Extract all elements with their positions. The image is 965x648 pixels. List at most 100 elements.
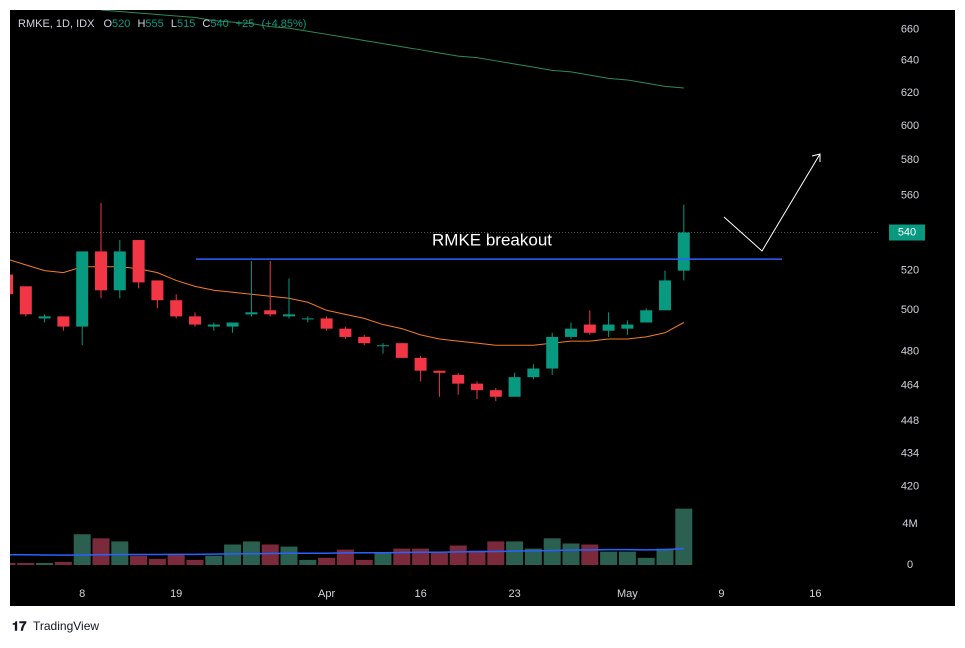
candle-body: [452, 374, 465, 384]
volume-tick-label: 4M: [902, 518, 917, 530]
volume-bar: [524, 548, 542, 565]
volume-bar: [543, 538, 561, 565]
x-tick-label: 23: [508, 588, 520, 600]
ohlc-label: O: [103, 18, 112, 30]
candle-body: [583, 324, 596, 333]
candle-body: [226, 322, 239, 327]
y-tick-label: 640: [901, 55, 919, 67]
candle-body: [527, 368, 540, 378]
candle-body: [95, 251, 107, 291]
ohlc-value: 520: [112, 18, 130, 30]
volume-bar: [186, 559, 204, 565]
symbol-title: RMKE, 1D, IDX: [18, 18, 95, 30]
volume-bar: [374, 552, 392, 565]
y-tick-label: 520: [901, 265, 919, 277]
volume-bar: [130, 555, 148, 565]
volume-bar: [675, 508, 693, 565]
candle-body: [339, 328, 352, 337]
volume-bar: [318, 557, 336, 565]
y-tick-label: 580: [901, 154, 919, 166]
candle-body: [602, 324, 615, 331]
legend-header: RMKE, 1D, IDX O520 H555 L515 C540 +25 (+…: [18, 18, 306, 30]
y-tick-label: 448: [901, 415, 919, 427]
volume-bar: [36, 562, 54, 565]
last-price-label: 540: [898, 226, 916, 238]
volume-bar: [224, 544, 242, 565]
candle-body: [38, 316, 51, 319]
volume-bar: [148, 558, 166, 565]
candle-body: [301, 318, 314, 320]
y-tick-label: 434: [901, 447, 919, 459]
x-tick-label: 9: [718, 588, 724, 600]
y-tick-label: 660: [901, 24, 919, 36]
footer-brand: TradingView: [33, 619, 99, 633]
arrow-head: [811, 153, 821, 162]
volume-bar: [487, 541, 505, 565]
candle-body: [132, 240, 145, 283]
candle-body: [621, 324, 634, 329]
volume-bar: [17, 562, 35, 565]
candle-body: [471, 383, 483, 391]
candle-body: [433, 370, 446, 373]
x-tick-label: 16: [809, 588, 821, 600]
ohlc-value: 540: [210, 18, 228, 30]
volume-bar: [656, 548, 674, 565]
volume-ma-line: [10, 547, 684, 556]
y-tick-label: 620: [901, 87, 919, 99]
volume-bar: [637, 557, 655, 565]
moving-average: [100, 10, 684, 89]
volume-bar: [92, 538, 110, 565]
x-tick-label: Apr: [318, 588, 335, 600]
volume-bar: [562, 543, 580, 565]
y-tick-label: 560: [901, 190, 919, 202]
volume-bar: [600, 551, 618, 565]
volume-bar: [581, 544, 599, 565]
volume-bar: [393, 548, 411, 565]
x-tick-label: May: [617, 588, 638, 600]
volume-bar: [449, 545, 467, 565]
change-percent: (+4.85%): [261, 18, 306, 30]
ohlc-value: 515: [177, 18, 195, 30]
candle-body: [10, 274, 13, 295]
ohlc-label: L: [171, 18, 177, 30]
candle-body: [283, 314, 295, 317]
annotation-text: RMKE breakout: [432, 230, 552, 249]
y-tick-label: 600: [901, 120, 919, 132]
volume-bar: [618, 551, 636, 565]
candle-body: [113, 251, 126, 291]
candle-body: [395, 343, 408, 358]
volume-bar: [54, 561, 72, 565]
volume-bar: [261, 544, 279, 565]
volume-tick-label: 0: [907, 559, 913, 571]
x-tick-label: 16: [414, 588, 426, 600]
candle-body: [320, 318, 333, 329]
volume-bar: [280, 546, 298, 565]
candle-body: [414, 357, 427, 371]
y-tick-label: 420: [901, 480, 919, 492]
volume-bar: [336, 549, 354, 565]
candle-body: [377, 345, 389, 347]
volume-bar: [111, 541, 129, 565]
last-price-box: [889, 224, 925, 241]
volume-bar: [299, 559, 317, 565]
logo-mark: 𝟏𝟕: [12, 618, 27, 633]
candle-body: [659, 280, 671, 311]
y-tick-label: 464: [901, 380, 919, 392]
ohlc-value: 555: [145, 18, 163, 30]
y-tick-label: 500: [901, 304, 919, 316]
volume-bar: [506, 541, 524, 565]
candle-body: [508, 377, 521, 397]
candle-body: [565, 328, 577, 337]
volume-bar: [468, 550, 486, 565]
candle-body: [189, 316, 201, 325]
arrow-drawing: [723, 153, 821, 252]
candle-body: [489, 390, 502, 397]
volume-bar: [205, 555, 223, 565]
candle-body: [207, 324, 220, 327]
candle-body: [19, 286, 32, 315]
candle-body: [170, 300, 183, 317]
ohlc-label: C: [202, 18, 210, 30]
candle-body: [76, 251, 89, 327]
